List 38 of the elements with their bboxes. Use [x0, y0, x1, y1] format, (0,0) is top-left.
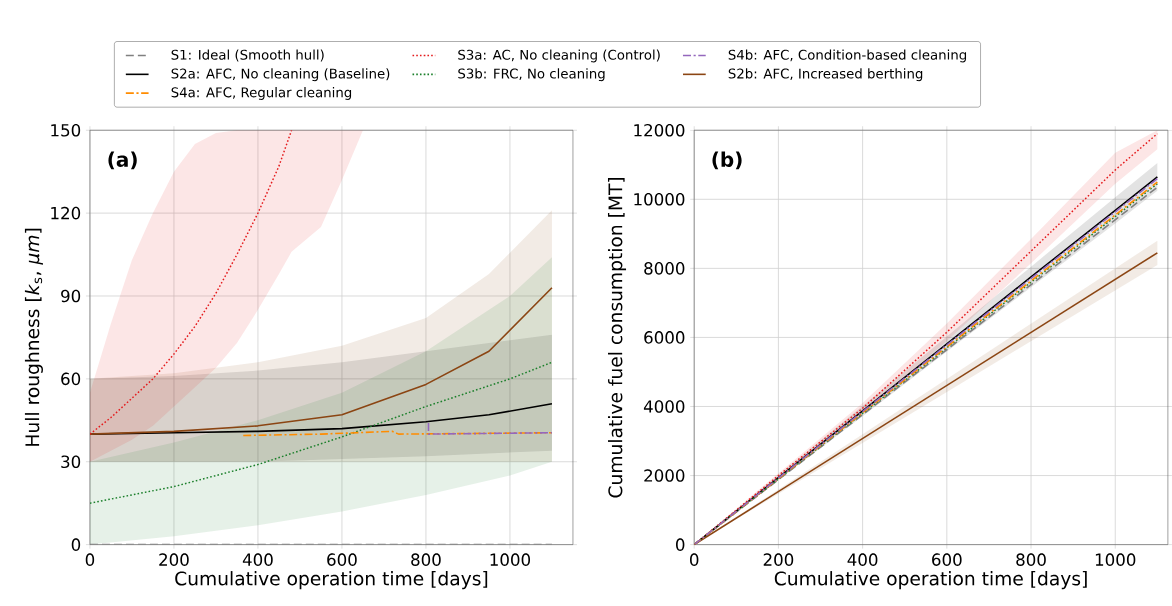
x-tick-label: 0: [85, 553, 95, 567]
x-axis-title: Cumulative operation time [days]: [175, 571, 488, 590]
x-tick-label: 200: [159, 553, 189, 567]
x-tick-label: 400: [847, 553, 878, 567]
y-tick-label: 4000: [643, 400, 685, 413]
legend-label: S2a: AFC, No cleaning (Baseline): [171, 68, 390, 82]
y-tick-label: 30: [61, 455, 81, 469]
y-tick-label: 60: [61, 372, 81, 386]
y-tick-label: 6000: [644, 331, 685, 344]
y-tick-label: 150: [51, 124, 81, 137]
legend-label: S3b: FRC, No cleaning: [458, 68, 605, 82]
x-tick-label: 800: [1016, 553, 1046, 567]
y-tick-label: 90: [61, 289, 81, 303]
y-tick-label: 0: [71, 538, 81, 552]
legend-label: S4a: AFC, Regular cleaning: [171, 87, 352, 101]
legend-label: S3a: AC, No cleaning (Control): [458, 49, 660, 63]
x-tick-label: 0: [690, 553, 699, 567]
legend-label: S4b: AFC, Condition-based cleaning: [728, 49, 967, 63]
x-tick-label: 400: [242, 553, 273, 567]
annotation: (b): [712, 151, 742, 170]
x-tick-label: 800: [411, 553, 441, 567]
x-tick-label: 600: [327, 553, 357, 567]
y-tick-label: 2000: [644, 469, 685, 483]
y-tick-label: 8000: [644, 262, 685, 275]
x-tick-label: 1000: [1095, 553, 1136, 567]
legend-label: S1: Ideal (Smooth hull): [171, 49, 324, 62]
x-tick-label: 600: [932, 553, 962, 567]
y-axis-title: Hull roughness [k$_{s}$, μm]: [24, 229, 43, 446]
x-tick-label: 200: [763, 553, 794, 567]
legend-label: S2b: AFC, Increased berthing: [728, 68, 923, 82]
y-tick-label: 10000: [634, 193, 685, 206]
x-tick-label: 1000: [490, 553, 531, 567]
y-tick-label: 12000: [634, 124, 685, 137]
y-tick-label: 0: [676, 538, 685, 552]
x-axis-title: Cumulative operation time [days]: [774, 571, 1087, 590]
y-tick-label: 120: [51, 207, 81, 220]
annotation: (a): [108, 151, 137, 170]
y-axis-title: Cumulative fuel consumption [MT]: [607, 178, 627, 498]
